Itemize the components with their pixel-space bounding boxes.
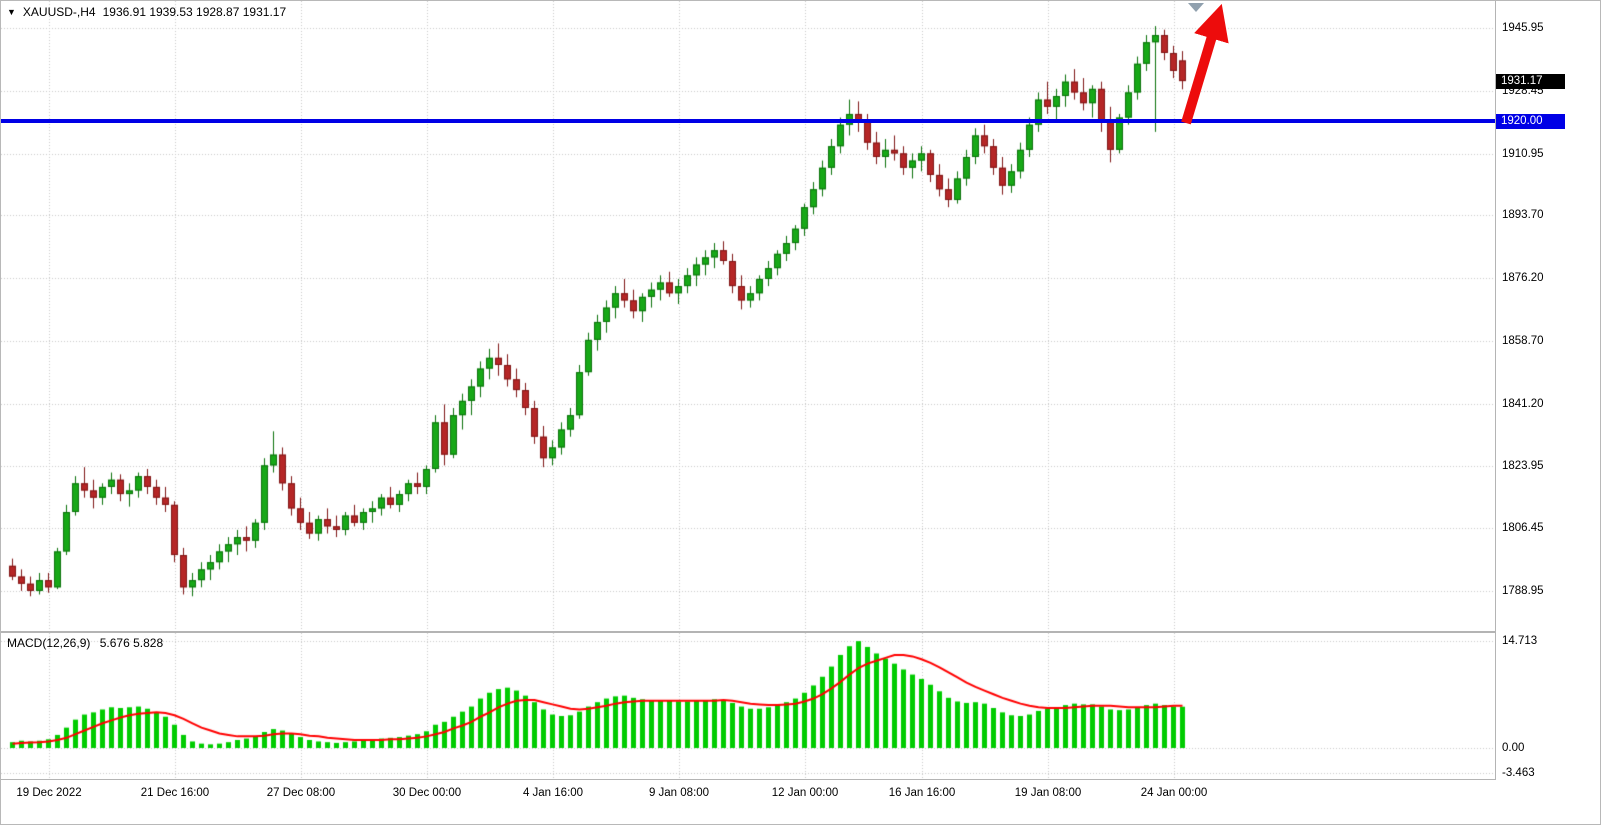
- horizontal-support-line[interactable]: [1, 119, 1495, 123]
- time-axis-label: 4 Jan 16:00: [522, 787, 584, 799]
- up-arrow-annotation[interactable]: [1174, 1, 1240, 131]
- bottom-separator: [1, 779, 1600, 780]
- symbol-timeframe-label: XAUUSD-,H4: [22, 5, 96, 19]
- price-axis[interactable]: 1931.17 1920.00 1945.95 1928.45 1910.95 189…: [1495, 1, 1600, 780]
- chart-title-overlay: ▼ XAUUSD-,H4 1936.91 1939.53 1928.87 193…: [7, 5, 286, 19]
- time-axis-label: 19 Jan 08:00: [1014, 787, 1082, 799]
- main-chart-pane[interactable]: ▼ XAUUSD-,H4 1936.91 1939.53 1928.87 193…: [1, 1, 1495, 631]
- pane-separator[interactable]: [1, 631, 1600, 633]
- time-axis-label: 24 Jan 00:00: [1140, 787, 1208, 799]
- macd-canvas[interactable]: [1, 633, 1495, 779]
- price-axis-label: 1893.70: [1502, 209, 1544, 221]
- macd-indicator-label: MACD(12,26,9) 5.676 5.828: [7, 636, 169, 650]
- time-axis-label: 21 Dec 16:00: [140, 787, 210, 799]
- macd-axis-label: -3.463: [1502, 767, 1535, 779]
- candlestick-canvas[interactable]: [1, 1, 1495, 631]
- price-axis-label: 1806.45: [1502, 522, 1544, 534]
- price-axis-label: 1858.70: [1502, 335, 1544, 347]
- price-axis-label: 1788.95: [1502, 585, 1544, 597]
- one-click-trading-toggle-icon[interactable]: ▼: [7, 7, 16, 17]
- price-axis-label: 1945.95: [1502, 22, 1544, 34]
- macd-axis-label: 14.713: [1502, 635, 1538, 647]
- time-axis-label: 19 Dec 2022: [16, 787, 82, 799]
- time-axis-label: 9 Jan 08:00: [648, 787, 710, 799]
- time-axis[interactable]: 19 Dec 2022 21 Dec 16:00 27 Dec 08:00 30 De…: [1, 780, 1600, 824]
- macd-indicator-pane[interactable]: MACD(12,26,9) 5.676 5.828: [1, 633, 1495, 779]
- price-axis-label: 1823.95: [1502, 460, 1544, 472]
- current-price-badge: 1931.17: [1496, 74, 1565, 89]
- macd-name-label: MACD(12,26,9): [7, 636, 91, 650]
- level-price-badge: 1920.00: [1496, 114, 1565, 129]
- price-axis-label: 1841.20: [1502, 398, 1544, 410]
- price-axis-label: 1876.20: [1502, 272, 1544, 284]
- ohlc-values-label: 1936.91 1939.53 1928.87 1931.17: [102, 5, 287, 19]
- macd-axis-label: 0.00: [1502, 742, 1525, 754]
- time-axis-label: 16 Jan 16:00: [888, 787, 956, 799]
- time-axis-label: 30 Dec 00:00: [392, 787, 462, 799]
- time-axis-label: 12 Jan 00:00: [771, 787, 839, 799]
- price-axis-label: 1910.95: [1502, 148, 1544, 160]
- macd-values-label: 5.676 5.828: [99, 636, 164, 650]
- time-axis-label: 27 Dec 08:00: [266, 787, 336, 799]
